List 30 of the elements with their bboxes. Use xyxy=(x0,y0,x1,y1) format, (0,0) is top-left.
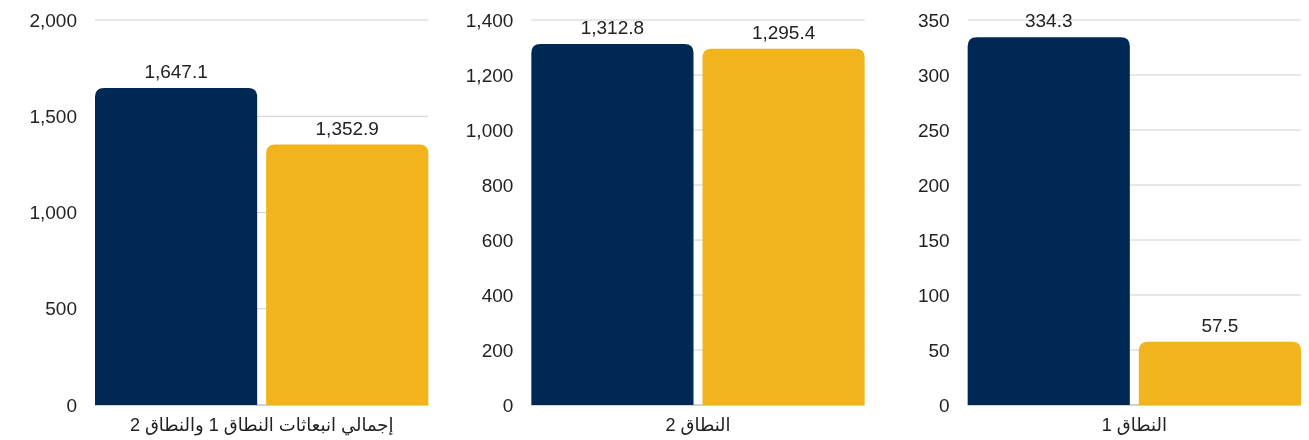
data-label: 57.5 xyxy=(1201,314,1239,336)
data-label: 1,312.8 xyxy=(580,16,645,38)
y-tick-label: 2,000 xyxy=(29,9,77,31)
y-tick-label: 1,000 xyxy=(465,119,514,141)
y-tick-label: 300 xyxy=(917,64,950,86)
x-axis-title: النطاق 1 xyxy=(1101,415,1167,435)
y-tick-label: 1,400 xyxy=(465,9,514,31)
y-tick-label: 350 xyxy=(917,9,950,31)
y-tick-label: 200 xyxy=(481,339,514,361)
y-tick-label: 50 xyxy=(928,339,950,361)
x-axis-title: إجمالي انبعاثات النطاق 1 والنطاق 2 xyxy=(129,415,394,436)
y-tick-label: 1,200 xyxy=(465,64,514,86)
data-label: 1,647.1 xyxy=(144,60,208,82)
y-tick-label: 1,000 xyxy=(29,202,77,223)
y-tick-label: 1,500 xyxy=(29,105,77,127)
y-tick-label: 0 xyxy=(502,394,514,416)
y-tick-label: 800 xyxy=(481,174,514,196)
data-label: 1,295.4 xyxy=(751,21,816,43)
y-tick-label: 150 xyxy=(917,229,950,251)
data-label: 1,352.9 xyxy=(315,117,379,139)
x-axis-title: النطاق 2 xyxy=(665,415,731,435)
y-tick-label: 600 xyxy=(481,229,514,251)
data-label: 334.3 xyxy=(1024,10,1073,32)
y-tick-label: 0 xyxy=(939,394,950,416)
y-tick-label: 250 xyxy=(917,119,950,141)
y-tick-label: 0 xyxy=(66,394,77,416)
y-tick-label: 400 xyxy=(481,284,514,306)
y-tick-label: 500 xyxy=(45,298,77,320)
y-tick-label: 100 xyxy=(917,284,950,306)
y-tick-label: 200 xyxy=(917,174,950,196)
